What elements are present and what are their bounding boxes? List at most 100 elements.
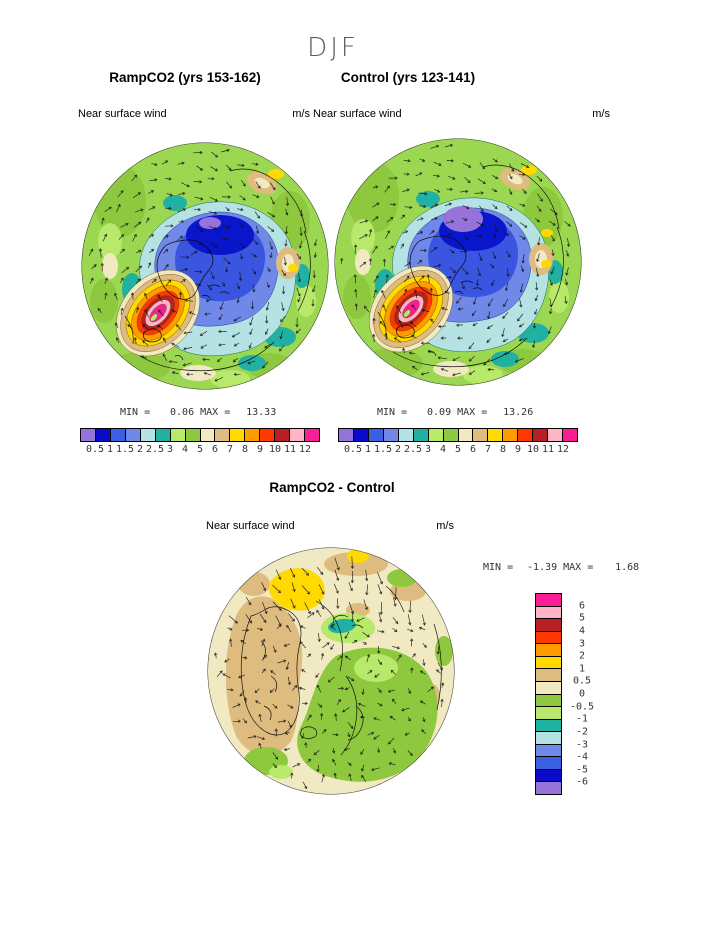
colorbar-cell xyxy=(458,429,474,441)
colorbar-cell xyxy=(95,429,111,441)
min-label: MIN = xyxy=(377,407,408,418)
colorbar-cell xyxy=(170,429,186,441)
colorbar-cell xyxy=(428,429,444,441)
tick-label: 0.5 xyxy=(343,444,363,455)
tick-label: 8 xyxy=(499,444,507,455)
max-value: 13.33 xyxy=(246,407,277,418)
colorbar-cell xyxy=(536,757,561,770)
tick-label: 5 xyxy=(454,444,462,455)
colorbar-cell xyxy=(275,429,291,441)
tick-label: 3 xyxy=(166,444,174,455)
filled-contours xyxy=(334,138,582,386)
tick-label: 4 xyxy=(181,444,189,455)
tick-label: -1 xyxy=(575,713,589,725)
colorbar-cell xyxy=(503,429,519,441)
tick-label: 10 xyxy=(526,444,540,455)
tick-label: 2 xyxy=(578,650,586,662)
colorbar-cell xyxy=(536,606,561,620)
filled-contours xyxy=(81,142,329,390)
units-label-control: m/s xyxy=(592,108,610,120)
colorbar-cell xyxy=(536,732,561,745)
colorbar-cell xyxy=(305,429,319,441)
colorbar-cell xyxy=(353,429,369,441)
colorbar-cell xyxy=(443,429,459,441)
tick-label: 0.5 xyxy=(85,444,105,455)
tick-label: 0 xyxy=(578,688,586,700)
tick-label: 5 xyxy=(196,444,204,455)
colorbar-cell xyxy=(536,631,561,645)
panel-title-control: Control (yrs 123-141) xyxy=(340,70,476,85)
minmax-control: MIN = 0.09 MAX = 13.26 xyxy=(377,407,533,418)
colorbar-cell xyxy=(536,769,561,783)
coastlines xyxy=(124,168,311,372)
minmax-rampco2: MIN = 0.06 MAX = 13.33 xyxy=(120,407,276,418)
wind-vectors xyxy=(88,148,318,382)
panel-title-rampco2: RampCO2 (yrs 153-162) xyxy=(109,70,261,85)
colorbar-cell xyxy=(125,429,141,441)
colorbar-cell xyxy=(536,619,561,632)
tick-label: 1.5 xyxy=(373,444,393,455)
tick-label: 6 xyxy=(578,600,586,612)
colorbar-cell xyxy=(110,429,126,441)
tick-label: 12 xyxy=(298,444,312,455)
colorbar-cell xyxy=(230,429,246,441)
max-label: MAX = xyxy=(200,407,231,418)
min-label: MIN = xyxy=(120,407,151,418)
colorbar-cell xyxy=(413,429,429,441)
tick-label: 5 xyxy=(578,612,586,624)
units-label-difference: m/s xyxy=(436,520,454,532)
panel-title-difference: RampCO2 - Control xyxy=(269,480,395,495)
units-label-rampco2: m/s xyxy=(292,108,310,120)
colorbar-ticks-rampco2: 0.5 1 1.5 2 2.5 3 4 5 6 7 8 9 10 11 12 xyxy=(80,444,320,456)
tick-label: -3 xyxy=(575,739,589,750)
tick-label: 2 xyxy=(136,444,144,455)
colorbar-cell xyxy=(215,429,231,441)
tick-label: -5 xyxy=(575,764,589,776)
tick-label: 7 xyxy=(226,444,234,455)
tick-label: 3 xyxy=(578,638,586,649)
filled-contours xyxy=(207,547,455,795)
max-label: MAX = xyxy=(563,562,594,573)
wind-vectors xyxy=(340,143,571,377)
tick-label: -4 xyxy=(575,751,589,763)
colorbar-cell xyxy=(536,694,561,708)
colorbar-cell xyxy=(185,429,201,441)
min-label: MIN = xyxy=(483,562,514,573)
tick-label: 6 xyxy=(211,444,219,455)
min-value: -1.39 xyxy=(527,562,558,573)
tick-label: 9 xyxy=(256,444,264,455)
map-difference xyxy=(207,547,455,795)
colorbar-cell xyxy=(290,429,306,441)
colorbar-cell xyxy=(563,429,577,441)
tick-label: 10 xyxy=(268,444,282,455)
coastlines xyxy=(240,585,442,756)
colorbar-cell xyxy=(536,594,561,607)
figure-title: DJF xyxy=(307,33,359,63)
colorbar-control xyxy=(338,428,578,442)
minmax-difference: MIN = -1.39 MAX = 1.68 xyxy=(483,562,639,573)
tick-label: -6 xyxy=(575,776,589,788)
colorbar-cell xyxy=(140,429,156,441)
tick-label: 0.5 xyxy=(572,675,592,687)
tick-label: 11 xyxy=(541,444,555,455)
colorbar-cell xyxy=(536,644,561,657)
colorbar-cell xyxy=(536,707,561,720)
map-control xyxy=(334,138,582,386)
max-label: MAX = xyxy=(457,407,488,418)
tick-label: 4 xyxy=(439,444,447,455)
colorbar-cell xyxy=(518,429,534,441)
colorbar-cell xyxy=(473,429,489,441)
tick-label: -0.5 xyxy=(569,701,595,713)
tick-label: 6 xyxy=(469,444,477,455)
tick-label: 2 xyxy=(394,444,402,455)
field-label-difference: Near surface wind xyxy=(206,520,295,532)
colorbar-cell xyxy=(155,429,171,441)
colorbar-cell xyxy=(536,782,561,794)
colorbar-cell xyxy=(533,429,549,441)
tick-label: 8 xyxy=(241,444,249,455)
colorbar-cell xyxy=(536,656,561,670)
tick-label: 1 xyxy=(364,444,372,455)
tick-label: 3 xyxy=(424,444,432,455)
colorbar-cell xyxy=(245,429,261,441)
